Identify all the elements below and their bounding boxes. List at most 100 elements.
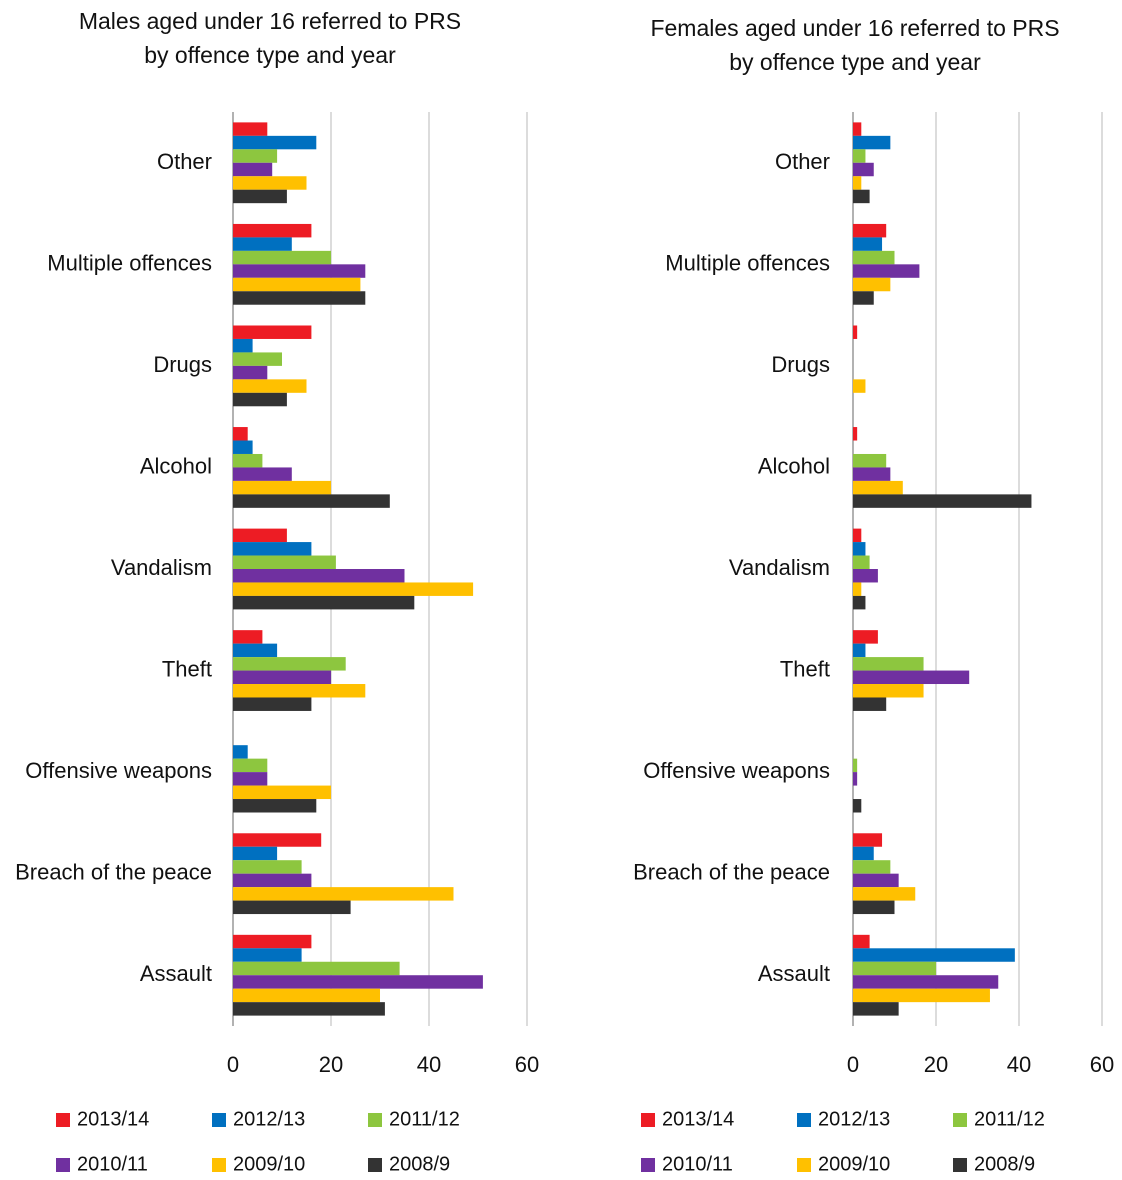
x-tick-label: 40 (1007, 1052, 1031, 1077)
y-tick-label: Alcohol (140, 453, 212, 478)
bar (233, 799, 317, 813)
legend-label: 2013/14 (77, 1108, 149, 1130)
bar (233, 467, 292, 481)
bar (853, 961, 936, 976)
bar (233, 772, 268, 786)
bar (233, 365, 268, 380)
bar (233, 684, 366, 698)
bar (853, 176, 862, 190)
bar (233, 162, 273, 177)
bar (233, 934, 312, 949)
bar (233, 975, 483, 989)
legend-label: 2012/13 (818, 1108, 890, 1130)
bar (853, 149, 866, 163)
bar (233, 873, 312, 888)
bar (233, 758, 268, 773)
bar (233, 900, 351, 915)
bar (233, 352, 282, 366)
bar (233, 595, 415, 610)
bar (853, 264, 920, 278)
bar (233, 542, 312, 556)
bar (853, 887, 916, 901)
bar (853, 162, 874, 177)
bar (233, 887, 454, 901)
bar (233, 670, 331, 685)
legend: 2013/14 2012/13 2011/12 2010/11 2009/10 2008/… (56, 1108, 460, 1175)
x-tick-label: 60 (1090, 1052, 1114, 1077)
y-tick-label: Assault (758, 961, 830, 986)
y-tick-label: Other (157, 149, 212, 174)
bar (853, 494, 1032, 508)
y-tick-label: Breach of the peace (633, 859, 830, 884)
bar (233, 338, 253, 353)
bar (853, 988, 990, 1003)
bar (853, 379, 866, 393)
legend-swatch (641, 1113, 655, 1127)
bar (233, 785, 331, 800)
bar (853, 250, 895, 265)
legend-swatch (797, 1158, 811, 1172)
bar (853, 453, 887, 468)
bar (233, 988, 380, 1003)
legend-label: 2013/14 (662, 1108, 734, 1130)
bar (233, 528, 287, 543)
bar (853, 846, 874, 861)
bar (853, 237, 883, 251)
legend-label: 2012/13 (233, 1108, 305, 1130)
bar (853, 135, 891, 150)
bar (853, 873, 899, 888)
y-tick-label: Vandalism (111, 555, 212, 580)
bar (233, 833, 322, 847)
bar (853, 325, 858, 339)
bar (233, 657, 346, 671)
bar (853, 934, 870, 949)
legend-swatch (641, 1158, 655, 1172)
legend-swatch (56, 1113, 70, 1127)
bar (853, 670, 970, 685)
legend-label: 2011/12 (974, 1108, 1045, 1130)
bar (233, 630, 263, 644)
legend-label: 2008/9 (974, 1153, 1035, 1175)
bar (853, 291, 874, 305)
y-tick-label: Alcohol (758, 453, 830, 478)
y-tick-label: Theft (780, 656, 830, 681)
y-tick-label: Drugs (771, 352, 830, 377)
legend-swatch (797, 1113, 811, 1127)
chart-panel: Males aged under 16 referred to PRS by of… (15, 8, 539, 1175)
bar (853, 122, 862, 136)
bar (853, 758, 858, 773)
bar (233, 122, 268, 136)
bar (853, 799, 862, 813)
bar (233, 291, 366, 305)
x-tick-label: 0 (847, 1052, 859, 1077)
bar (233, 569, 405, 583)
y-tick-label: Other (775, 149, 830, 174)
y-tick-label: Offensive weapons (25, 758, 212, 783)
bar (233, 480, 331, 495)
y-tick-label: Vandalism (729, 555, 830, 580)
bar (853, 975, 999, 989)
bar (233, 176, 307, 190)
y-tick-label: Multiple offences (47, 250, 212, 275)
y-tick-label: Drugs (153, 352, 212, 377)
y-tick-label: Assault (140, 961, 212, 986)
legend-swatch (368, 1113, 382, 1127)
bar (233, 1002, 385, 1016)
bar (853, 189, 870, 204)
bar (853, 900, 895, 915)
bar (233, 427, 248, 441)
legend-swatch (56, 1158, 70, 1172)
bar (853, 684, 924, 698)
bar (853, 657, 924, 671)
bar (853, 427, 858, 441)
bar (853, 480, 903, 495)
bar (233, 745, 248, 759)
bar (233, 961, 400, 976)
legend-swatch (953, 1158, 967, 1172)
y-tick-label: Offensive weapons (643, 758, 830, 783)
x-tick-label: 20 (319, 1052, 343, 1077)
chart-title: Males aged under 16 referred to PRS by of… (79, 8, 461, 68)
legend-label: 2010/11 (662, 1153, 733, 1175)
bar (853, 772, 858, 786)
bar (233, 392, 287, 407)
